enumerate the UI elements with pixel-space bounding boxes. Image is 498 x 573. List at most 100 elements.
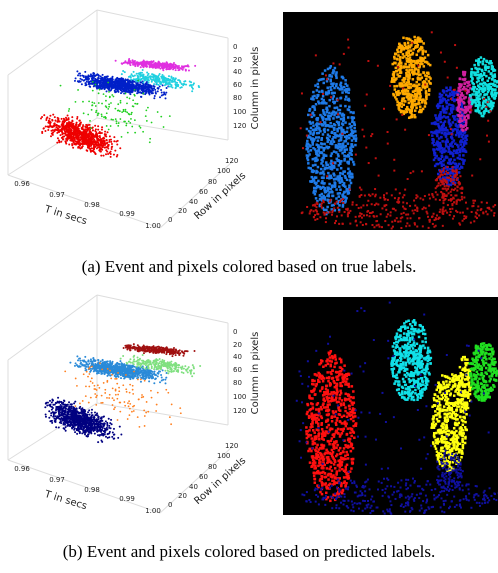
scatter-point (129, 75, 131, 77)
event-pixel (329, 86, 332, 89)
event-pixel (333, 150, 336, 153)
event-pixel (472, 86, 475, 89)
event-pixel (397, 66, 399, 68)
event-pixel (473, 202, 475, 204)
event-pixel (345, 155, 348, 158)
scatter-point (122, 83, 124, 85)
event-pixel (463, 116, 466, 119)
scatter-point (139, 91, 141, 93)
scatter-point (81, 83, 83, 85)
scatter-point (192, 84, 194, 86)
event-pixel (326, 147, 329, 150)
event-pixel (402, 91, 405, 94)
event-pixel (348, 184, 351, 187)
event-pixel (386, 216, 388, 218)
event-pixel (445, 87, 448, 90)
event-pixel (436, 179, 438, 181)
event-pixel (367, 200, 369, 202)
event-pixel (486, 80, 489, 83)
event-pixel (412, 60, 415, 63)
event-pixel (481, 90, 484, 93)
event-pixel (334, 222, 336, 224)
event-pixel (458, 154, 461, 157)
event-pixel (335, 75, 338, 78)
event-pixel (379, 197, 381, 199)
event-pixel (348, 123, 351, 126)
scatter-point (148, 64, 150, 66)
event-pixel (327, 187, 330, 190)
event-pixel (402, 201, 404, 203)
scatter-point (120, 102, 122, 104)
event-pixel (416, 90, 419, 93)
event-pixel (371, 133, 373, 135)
event-pixel (308, 153, 311, 156)
event-pixel (416, 210, 418, 212)
scatter-point (75, 77, 77, 79)
scatter-point (77, 89, 79, 91)
scatter-point (103, 155, 105, 157)
event-pixel (441, 132, 444, 135)
event-pixel (405, 225, 407, 227)
event-pixel (312, 124, 315, 127)
event-pixel (479, 83, 482, 86)
scatter-point (101, 129, 103, 131)
event-pixel (451, 104, 454, 107)
event-pixel (307, 159, 310, 162)
scatter-point (99, 78, 101, 80)
scatter-point (62, 120, 64, 122)
event-pixel (451, 111, 454, 114)
event-pixel (331, 143, 334, 146)
event-pixel (414, 109, 417, 112)
event-pixel (323, 143, 326, 146)
event-pixel (355, 134, 358, 137)
scatter-point (151, 81, 153, 83)
event-pixel (487, 207, 489, 209)
scatter-point (119, 147, 121, 149)
scatter-point (98, 86, 100, 88)
event-pixel (347, 215, 349, 217)
scatter-point (148, 88, 150, 90)
event-pixel (314, 84, 317, 87)
scatter-point (108, 87, 110, 89)
event-pixel (459, 86, 462, 89)
scatter-point (116, 85, 118, 87)
event-pixel (327, 172, 330, 175)
scatter-point (124, 82, 126, 84)
event-pixel (396, 92, 399, 95)
scatter-point (69, 135, 71, 137)
event-pixel (494, 89, 497, 92)
event-pixel (451, 93, 454, 96)
event-pixel (486, 202, 488, 204)
scatter-point (92, 90, 94, 92)
event-pixel (400, 45, 403, 48)
x-tick-label: 1.00 (145, 222, 161, 230)
scatter-point (111, 94, 113, 96)
scatter-point (134, 75, 136, 77)
scatter-point (132, 59, 134, 61)
event-pixel (439, 217, 441, 219)
event-pixel (374, 195, 376, 197)
scatter-point (108, 141, 110, 143)
scatter-point (43, 114, 45, 116)
event-pixel (323, 189, 326, 192)
event-pixel (452, 218, 454, 220)
event-pixel (324, 121, 327, 124)
event-pixel (340, 126, 343, 128)
scatter-point (73, 136, 75, 138)
event-pixel (438, 148, 441, 151)
event-pixel (425, 207, 427, 209)
scatter-point (116, 154, 118, 156)
scatter-point (97, 129, 99, 131)
scatter-point (81, 134, 83, 136)
event-pixel (494, 92, 497, 95)
event-pixel (349, 188, 351, 190)
event-pixel (471, 68, 474, 71)
event-pixel (335, 158, 338, 161)
event-pixel (443, 129, 446, 132)
event-pixel (354, 124, 357, 127)
event-pixel (476, 74, 479, 77)
scatter-point (71, 120, 73, 122)
event-pixel (421, 63, 424, 66)
event-pixel (400, 49, 403, 52)
scatter-point (146, 89, 148, 91)
